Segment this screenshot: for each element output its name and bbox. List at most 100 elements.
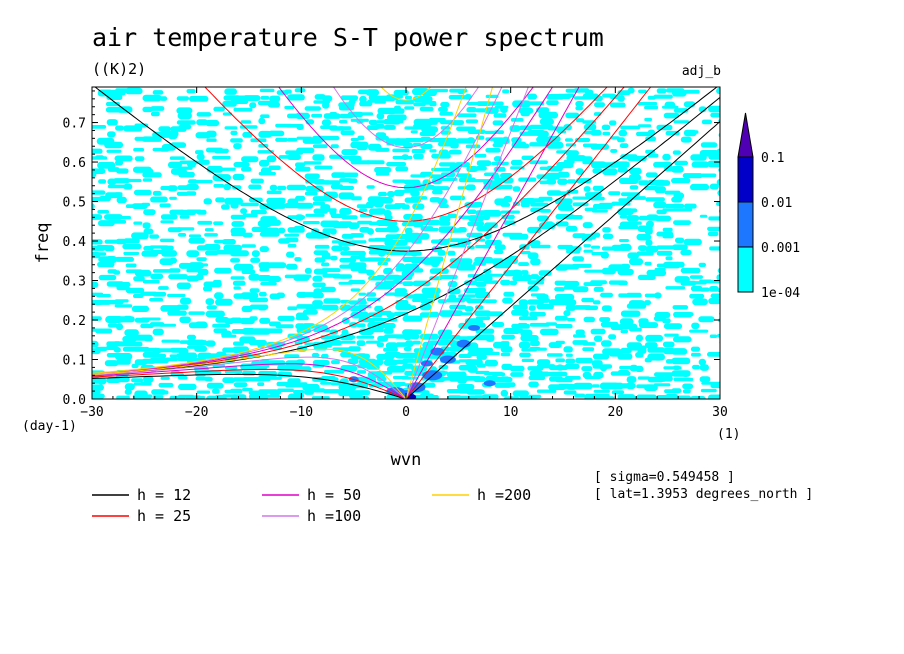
spectrum-cell xyxy=(304,191,318,196)
spectrum-cell xyxy=(293,225,305,232)
spectrum-cell xyxy=(466,209,477,214)
spectrum-cell xyxy=(368,94,379,101)
spectrum-cell xyxy=(295,195,306,201)
spectrum-cell xyxy=(546,178,557,185)
spectrum-cell xyxy=(518,316,538,321)
spectrum-cell xyxy=(197,263,209,267)
spectrum-cell xyxy=(357,370,367,374)
spectrum-cell xyxy=(611,382,624,390)
spectrum-cell xyxy=(528,394,542,399)
spectrum-cell xyxy=(653,383,671,387)
spectrum-cell xyxy=(617,353,633,360)
spectrum-cell xyxy=(176,96,190,101)
rossby-wave-curve xyxy=(92,356,407,399)
spectrum-cell xyxy=(159,96,168,101)
spectrum-cell xyxy=(250,209,267,215)
spectrum-cell xyxy=(242,213,258,218)
spectrum-cell xyxy=(484,232,492,240)
spectrum-cell xyxy=(251,226,269,232)
spectrum-cell xyxy=(683,101,696,108)
spectrum-cell xyxy=(95,346,108,352)
spectrum-cell xyxy=(644,357,652,363)
spectrum-cell xyxy=(176,282,191,289)
spectrum-cell xyxy=(294,257,302,262)
spectrum-cell xyxy=(249,102,257,109)
y-tick-label: 0.2 xyxy=(63,314,86,329)
spectrum-cell xyxy=(431,153,451,159)
spectrum-cell xyxy=(500,106,508,113)
legend: h = 12 h = 25 h = 50 h =100 h =200 xyxy=(92,486,531,525)
spectrum-cell xyxy=(510,328,524,334)
spectrum-cell xyxy=(574,393,586,398)
spectrum-cell xyxy=(457,90,465,95)
mrg-wave-curve xyxy=(92,97,720,376)
spectrum-cell xyxy=(125,287,145,294)
spectrum-cell xyxy=(257,220,272,227)
spectrum-cell xyxy=(185,352,198,360)
spectrum-cell xyxy=(429,88,449,93)
spectrum-cell xyxy=(509,280,518,286)
spectrum-cell xyxy=(320,135,340,141)
spectrum-cell xyxy=(366,160,385,165)
spectrum-cell xyxy=(528,305,536,311)
spectrum-cell xyxy=(680,136,692,143)
spectrum-cell xyxy=(141,317,161,321)
spectrum-cell xyxy=(232,280,246,286)
spectrum-cell xyxy=(98,179,107,184)
spectrum-cell xyxy=(410,333,420,340)
x-tick-label: −10 xyxy=(290,405,313,420)
spectrum-cell xyxy=(662,227,673,232)
spectrum-cell xyxy=(458,177,476,183)
spectrum-cell xyxy=(482,394,499,399)
spectrum-cell xyxy=(428,227,439,232)
spectrum-cell xyxy=(611,390,625,395)
spectrum-cell xyxy=(295,162,306,168)
spectrum-cell xyxy=(592,185,604,191)
x-tick-label: −20 xyxy=(185,405,208,420)
spectrum-cell xyxy=(206,165,224,173)
spectrum-cell xyxy=(708,153,720,160)
spectrum-cell xyxy=(241,269,256,274)
spectrum-cell xyxy=(410,190,420,197)
spectrum-cell xyxy=(233,162,250,168)
spectrum-cell xyxy=(529,322,550,327)
spectrum-cell xyxy=(375,123,385,129)
spectrum-cell xyxy=(719,263,720,267)
spectrum-cell xyxy=(133,276,145,282)
spectrum-cell xyxy=(95,252,107,256)
colorbar-label: 0.1 xyxy=(761,151,784,166)
spectrum-cell xyxy=(500,352,511,357)
spectrum-cell xyxy=(322,101,330,109)
spectrum-cell xyxy=(232,173,245,181)
spectrum-cell xyxy=(169,196,177,200)
spectrum-cell xyxy=(412,220,424,228)
spectrum-cell xyxy=(107,131,116,138)
spectrum-cell xyxy=(447,213,457,219)
spectrum-cell xyxy=(158,286,169,290)
spectrum-cell xyxy=(321,262,330,267)
spectrum-cell xyxy=(699,364,709,371)
colorbar: 1e-04 0.001 0.01 0.1 xyxy=(737,112,800,301)
spectrum-cell xyxy=(645,197,665,202)
spectrum-cell xyxy=(204,377,213,382)
spectrum-cell xyxy=(529,311,546,317)
spectrum-cell xyxy=(610,136,620,140)
spectrum-cell xyxy=(124,389,132,395)
spectrum-cell xyxy=(160,220,174,224)
spectrum-cell xyxy=(106,149,122,153)
dispersion-curves xyxy=(92,87,720,399)
spectrum-cell xyxy=(582,347,595,351)
y-tick-label: 0.6 xyxy=(63,156,86,171)
gravity-wave-curve xyxy=(278,87,534,189)
spectrum-cell xyxy=(92,340,99,348)
spectrum-cell xyxy=(602,227,611,233)
spectrum-cell xyxy=(449,195,466,201)
spectrum-cell xyxy=(662,318,671,324)
spectrum-cell xyxy=(520,270,529,275)
spectrum-cell xyxy=(584,375,601,380)
spectrum-cell xyxy=(392,279,401,285)
spectrum-cell xyxy=(221,334,237,338)
spectrum-cell xyxy=(258,291,267,297)
spectrum-cell xyxy=(582,342,596,346)
spectrum-cell xyxy=(116,395,130,399)
